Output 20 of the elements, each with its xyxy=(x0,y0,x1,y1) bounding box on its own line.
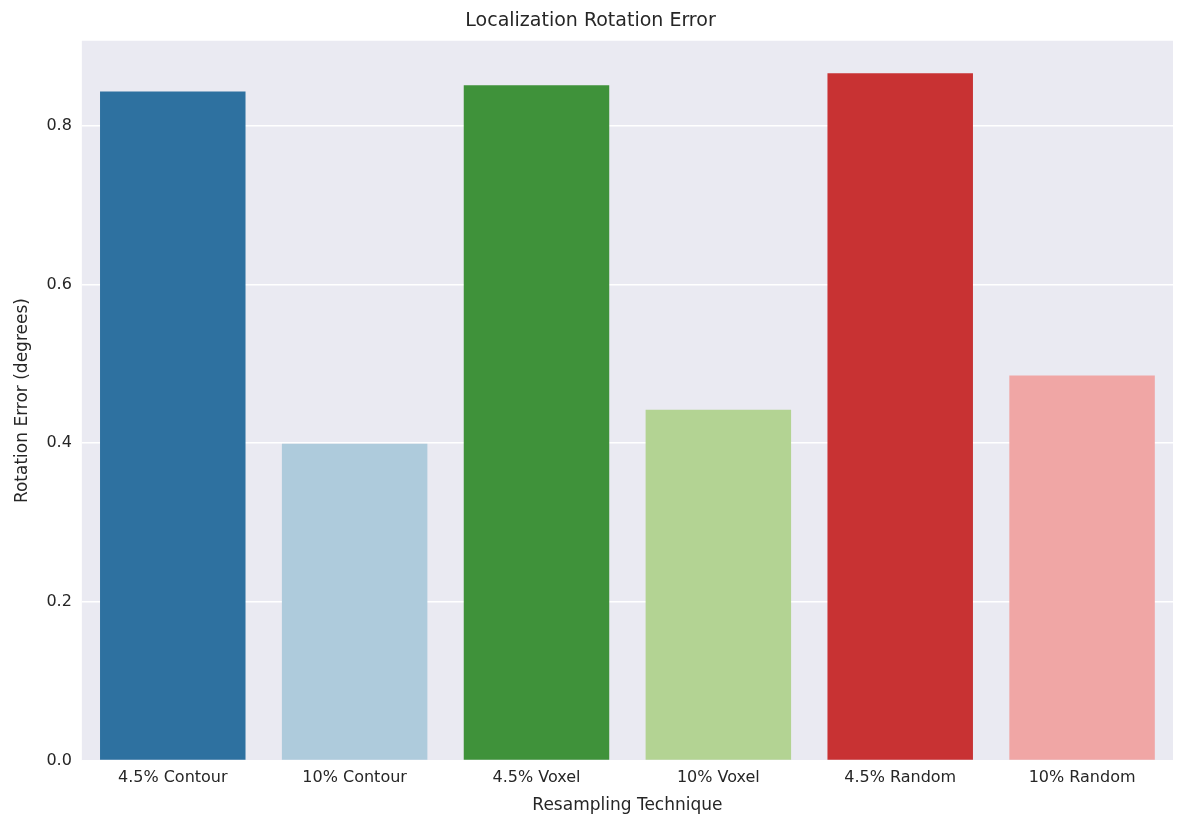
y-tick-label: 0.4 xyxy=(46,432,72,452)
x-tick-label: 4.5% Contour xyxy=(117,767,228,787)
x-tick-label: 10% Contour xyxy=(302,767,408,787)
bar xyxy=(463,85,610,760)
y-tick-label: 0.2 xyxy=(46,590,72,610)
bar xyxy=(645,409,792,760)
x-axis-title: Resampling Technique xyxy=(532,794,723,815)
bar xyxy=(827,73,973,760)
y-tick-label: 0.6 xyxy=(46,273,72,293)
chart-title: Localization Rotation Error xyxy=(465,8,716,31)
x-tick-label: 4.5% Voxel xyxy=(492,767,581,787)
y-tick-label: 0.0 xyxy=(46,749,72,769)
y-tick-label: 0.8 xyxy=(46,114,72,134)
y-axis-title: Rotation Error (degrees) xyxy=(10,298,31,504)
x-tick-label: 10% Voxel xyxy=(676,767,760,787)
x-tick-label: 4.5% Random xyxy=(844,767,957,787)
x-tick-label: 10% Random xyxy=(1028,767,1136,787)
bar xyxy=(281,443,428,760)
bar xyxy=(1009,375,1155,760)
bar xyxy=(100,91,246,760)
